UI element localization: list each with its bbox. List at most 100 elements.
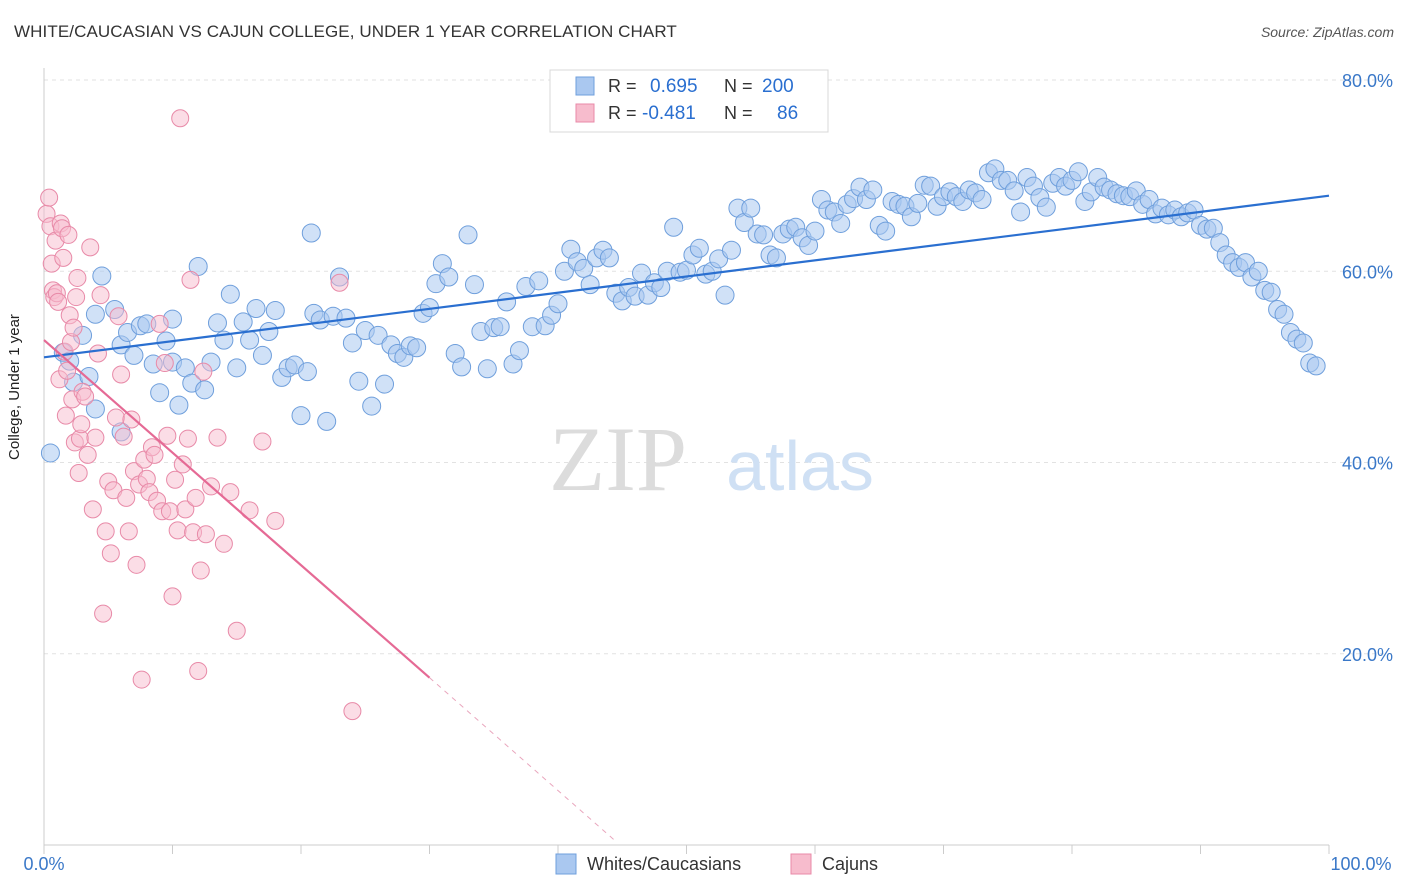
point-cajuns-32 xyxy=(86,428,105,447)
point-cajuns-42 xyxy=(112,365,131,384)
point-whites-133 xyxy=(908,193,928,213)
point-whites-60 xyxy=(439,267,459,287)
point-cajuns-34 xyxy=(91,286,110,305)
legend-n-value-1: 200 xyxy=(762,76,794,97)
point-whites-193 xyxy=(1293,333,1313,353)
point-whites-15 xyxy=(150,383,170,403)
point-whites-95 xyxy=(664,217,684,237)
point-cajuns-69 xyxy=(181,270,200,289)
point-cajuns-12 xyxy=(54,248,73,267)
point-cajuns-30 xyxy=(81,238,100,257)
point-whites-71 xyxy=(509,341,529,361)
point-cajuns-36 xyxy=(96,522,115,541)
point-whites-109 xyxy=(754,225,774,245)
watermark-atlas: atlas xyxy=(726,427,874,505)
point-whites-77 xyxy=(548,294,568,314)
point-whites-85 xyxy=(599,248,619,268)
trend-line-whites xyxy=(43,194,1330,359)
point-whites-7 xyxy=(92,266,112,286)
point-whites-135 xyxy=(921,176,941,196)
point-whites-196 xyxy=(85,399,105,419)
legend-r-label-1: R = xyxy=(608,76,637,96)
point-cajuns-73 xyxy=(191,561,210,580)
point-cajuns-78 xyxy=(214,534,233,553)
point-cajuns-64 xyxy=(168,521,187,540)
point-whites-104 xyxy=(721,240,741,260)
y-tick-label-3: 80.0% xyxy=(1342,71,1393,91)
legend-n-label-2: N = xyxy=(724,103,753,123)
point-whites-29 xyxy=(240,330,260,350)
point-cajuns-24 xyxy=(69,464,88,483)
point-cajuns-29 xyxy=(78,445,97,464)
point-whites-64 xyxy=(464,275,484,295)
point-whites-188 xyxy=(1261,282,1281,302)
point-cajuns-72 xyxy=(189,661,208,680)
trend-line-cajuns-extension xyxy=(429,677,615,841)
point-whites-82 xyxy=(580,275,600,295)
point-whites-66 xyxy=(477,359,497,379)
legend-swatch-pink xyxy=(575,103,595,123)
point-cajuns-59 xyxy=(155,354,174,373)
point-whites-32 xyxy=(259,321,279,341)
point-cajuns-46 xyxy=(122,410,141,429)
legend-n-label-1: N = xyxy=(724,76,753,96)
point-cajuns-75 xyxy=(196,525,215,544)
point-cajuns-8 xyxy=(49,292,68,311)
point-whites-46 xyxy=(349,371,369,391)
point-cajuns-44 xyxy=(117,488,136,507)
point-whites-143 xyxy=(972,190,992,210)
point-whites-24 xyxy=(207,313,227,333)
point-cajuns-22 xyxy=(67,288,86,307)
point-whites-37 xyxy=(291,406,311,426)
point-cajuns-14 xyxy=(56,406,75,425)
point-cajuns-41 xyxy=(109,307,128,326)
point-cajuns-48 xyxy=(127,555,146,574)
x-tick-labels: 0.0% 100.0% xyxy=(23,854,1391,874)
point-whites-0 xyxy=(40,443,60,463)
series-legend: Whites/Caucasians Cajuns xyxy=(555,853,878,875)
point-cajuns-65 xyxy=(171,109,190,128)
trend-line-cajuns xyxy=(43,339,431,679)
point-whites-27 xyxy=(227,358,247,378)
point-cajuns-61 xyxy=(160,502,179,521)
point-cajuns-84 xyxy=(330,273,349,292)
point-whites-69 xyxy=(497,292,517,312)
point-whites-30 xyxy=(246,299,266,319)
bottom-legend-label-cajuns: Cajuns xyxy=(822,854,878,874)
point-whites-18 xyxy=(169,395,189,415)
legend-r-value-2: -0.481 xyxy=(642,103,696,124)
point-cajuns-68 xyxy=(178,429,197,448)
point-whites-26 xyxy=(220,284,240,304)
point-whites-63 xyxy=(458,225,478,245)
series-cajuns-points xyxy=(37,109,362,721)
point-cajuns-71 xyxy=(186,488,205,507)
point-whites-111 xyxy=(766,248,786,268)
point-cajuns-38 xyxy=(101,544,120,563)
point-whites-5 xyxy=(79,366,99,386)
point-cajuns-35 xyxy=(94,604,113,623)
point-whites-38 xyxy=(297,362,317,382)
point-cajuns-62 xyxy=(163,587,182,606)
point-whites-128 xyxy=(876,221,896,241)
bottom-legend-swatch-pink xyxy=(790,853,812,875)
point-whites-81 xyxy=(574,258,594,278)
x-tick-label-0: 0.0% xyxy=(23,854,64,874)
watermark-zip: ZIP xyxy=(549,408,687,510)
point-cajuns-40 xyxy=(106,408,125,427)
point-whites-50 xyxy=(375,374,395,394)
source-label: Source: ZipAtlas.com xyxy=(1260,24,1394,40)
point-whites-99 xyxy=(689,238,709,258)
point-cajuns-79 xyxy=(221,483,240,502)
x-tick-label-1: 100.0% xyxy=(1330,854,1391,874)
point-whites-28 xyxy=(233,312,253,332)
point-cajuns-31 xyxy=(83,500,102,519)
point-whites-186 xyxy=(1248,261,1268,281)
point-cajuns-16 xyxy=(59,225,78,244)
point-whites-48 xyxy=(362,396,382,416)
point-cajuns-63 xyxy=(166,470,185,489)
chart-title: WHITE/CAUCASIAN VS CAJUN COLLEGE, UNDER … xyxy=(14,22,677,41)
point-cajuns-57 xyxy=(150,314,169,333)
point-whites-11 xyxy=(124,345,144,365)
point-cajuns-45 xyxy=(119,522,138,541)
